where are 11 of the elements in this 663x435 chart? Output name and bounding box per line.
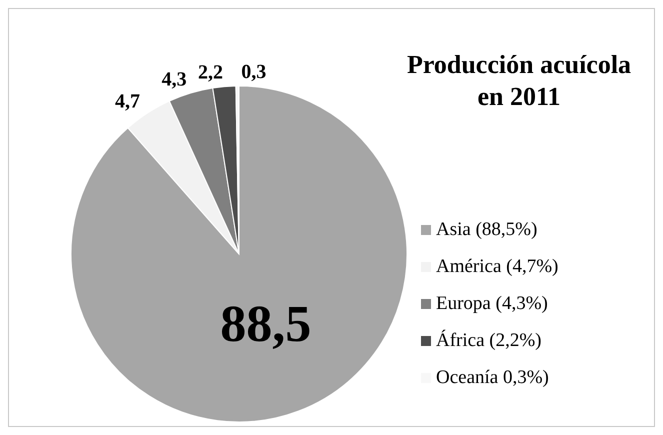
data-label: 0,3 [241,61,266,84]
chart-title: Producción acuícola en 2011 [406,49,632,113]
data-label: 4,7 [115,90,140,112]
legend-label: Oceanía 0,3%) [436,366,549,390]
data-label: 88,5 [220,296,312,354]
legend-label: Asia (88,5%) [436,218,538,242]
legend-label: América (4,7%) [436,255,558,279]
legend-label: Europa (4,3%) [436,292,548,316]
data-label: 2,2 [198,62,224,84]
data-label: 4,3 [162,68,187,91]
legend-label: África (2,2%) [436,328,542,353]
